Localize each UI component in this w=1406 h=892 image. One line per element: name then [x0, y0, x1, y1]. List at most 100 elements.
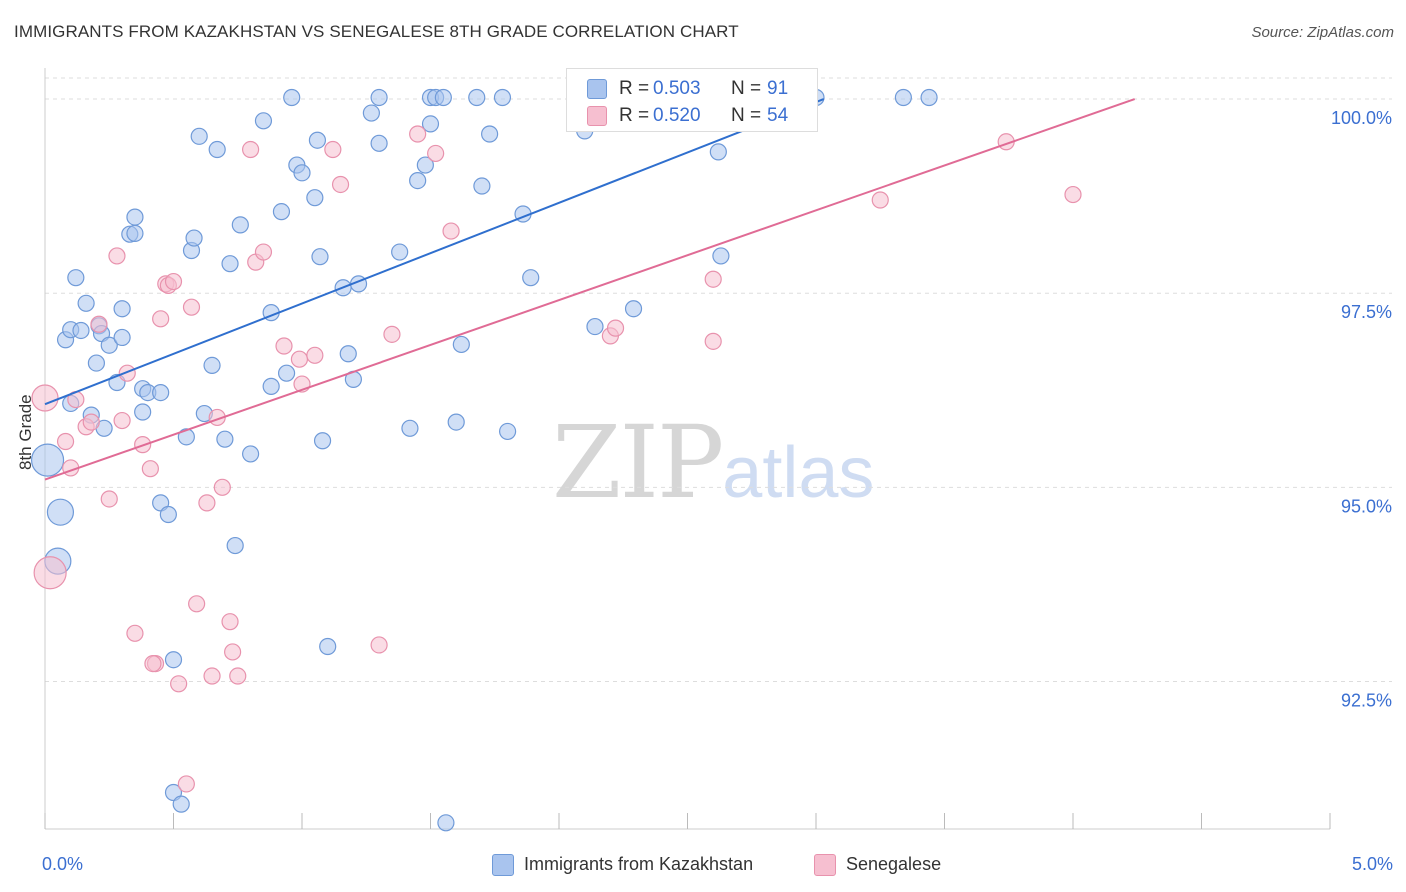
y-axis-label: 8th Grade [16, 394, 35, 470]
point-senegalese [182, 298, 201, 316]
point-kazakhstan [499, 422, 517, 441]
point-kazakhstan [177, 428, 195, 446]
point-kazakhstan [221, 255, 239, 273]
point-senegalese [1064, 185, 1082, 204]
point-kazakhstan [203, 356, 221, 375]
point-kazakhstan [522, 269, 540, 287]
source-credit[interactable]: Source: ZipAtlas.com [1251, 24, 1394, 41]
point-kazakhstan [190, 127, 208, 145]
point-kazakhstan [421, 115, 440, 133]
n-label: N = [731, 78, 762, 99]
point-kazakhstan [113, 328, 131, 347]
point-senegalese [275, 337, 293, 355]
point-senegalese [254, 243, 273, 261]
point-senegalese [331, 175, 350, 194]
point-kazakhstan [77, 294, 95, 312]
point-senegalese [152, 310, 170, 328]
r-value-blue: 0.503 [653, 78, 701, 99]
point-senegalese [242, 140, 260, 159]
point-senegalese [144, 654, 162, 673]
y-tick-label: 92.5% [1341, 690, 1392, 710]
point-kazakhstan [126, 224, 144, 243]
series-blue-points [30, 88, 938, 832]
point-senegalese [108, 247, 126, 265]
point-senegalese [126, 624, 144, 642]
point-senegalese [306, 346, 324, 364]
point-senegalese [56, 432, 75, 451]
point-senegalese [370, 636, 388, 654]
point-kazakhstan [624, 300, 643, 318]
point-senegalese [31, 384, 59, 412]
stats-row-blue: R = 0.503 N = 91 [567, 75, 817, 101]
point-kazakhstan [447, 413, 465, 431]
point-kazakhstan [434, 88, 452, 107]
r-label: R = [619, 105, 650, 126]
point-kazakhstan [208, 140, 226, 159]
legend-label-pink[interactable]: Senegalese [846, 854, 942, 874]
point-kazakhstan [452, 335, 470, 354]
point-senegalese [606, 319, 625, 337]
point-kazakhstan [113, 300, 131, 318]
n-label: N = [731, 105, 762, 126]
watermark: ZIPatlas [552, 404, 875, 521]
point-kazakhstan [126, 208, 144, 226]
point-kazakhstan [468, 88, 486, 107]
point-senegalese [704, 332, 722, 350]
point-kazakhstan [262, 377, 280, 395]
y-tick-label: 100.0% [1331, 108, 1392, 128]
point-senegalese [198, 494, 216, 512]
point-kazakhstan [30, 443, 65, 477]
point-kazakhstan [493, 88, 512, 107]
point-kazakhstan [226, 536, 244, 555]
point-kazakhstan [172, 795, 190, 813]
point-kazakhstan [473, 177, 491, 195]
point-senegalese [442, 222, 460, 240]
point-senegalese [33, 556, 67, 590]
x-tick-label: 0.0% [42, 854, 83, 874]
point-kazakhstan [277, 364, 296, 382]
point-kazakhstan [72, 321, 90, 340]
point-kazakhstan [362, 104, 380, 122]
legend-swatch-pink[interactable] [814, 854, 836, 876]
legend-swatch-blue[interactable] [492, 854, 514, 876]
point-senegalese [170, 675, 188, 693]
point-kazakhstan [254, 112, 273, 130]
n-value-blue: 91 [767, 78, 789, 99]
gridlines [45, 77, 1392, 682]
point-senegalese [383, 325, 401, 343]
point-senegalese [409, 125, 427, 143]
point-kazakhstan [409, 171, 427, 190]
point-kazakhstan [313, 432, 332, 450]
point-senegalese [290, 350, 309, 368]
legend-label-blue[interactable]: Immigrants from Kazakhstan [524, 854, 754, 874]
point-kazakhstan [293, 164, 311, 182]
point-senegalese [704, 270, 722, 288]
point-senegalese [164, 272, 183, 291]
point-kazakhstan [894, 88, 912, 107]
point-senegalese [90, 315, 108, 333]
r-value-pink: 0.520 [653, 105, 701, 126]
point-senegalese [221, 613, 239, 631]
point-kazakhstan [87, 354, 106, 372]
point-senegalese [224, 643, 242, 661]
n-value-pink: 54 [767, 105, 789, 126]
stats-box: R = 0.503 N = 91 R = 0.520 N = 54 [566, 68, 818, 132]
point-kazakhstan [185, 229, 203, 247]
point-kazakhstan [164, 651, 183, 669]
point-senegalese [100, 490, 118, 508]
point-kazakhstan [437, 814, 455, 832]
point-kazakhstan [134, 403, 152, 421]
trend-lines [44, 98, 1136, 481]
point-kazakhstan [391, 243, 409, 261]
point-kazakhstan [159, 505, 177, 524]
point-kazakhstan [370, 88, 388, 107]
blue-swatch [587, 79, 607, 99]
axes [44, 68, 1331, 830]
point-kazakhstan [416, 156, 434, 174]
series-pink-points [31, 88, 1082, 793]
point-kazakhstan [339, 345, 357, 363]
point-senegalese [324, 140, 342, 159]
trend-line-kazakhstan [44, 98, 825, 406]
point-kazakhstan [100, 336, 118, 354]
point-kazakhstan [231, 216, 249, 234]
